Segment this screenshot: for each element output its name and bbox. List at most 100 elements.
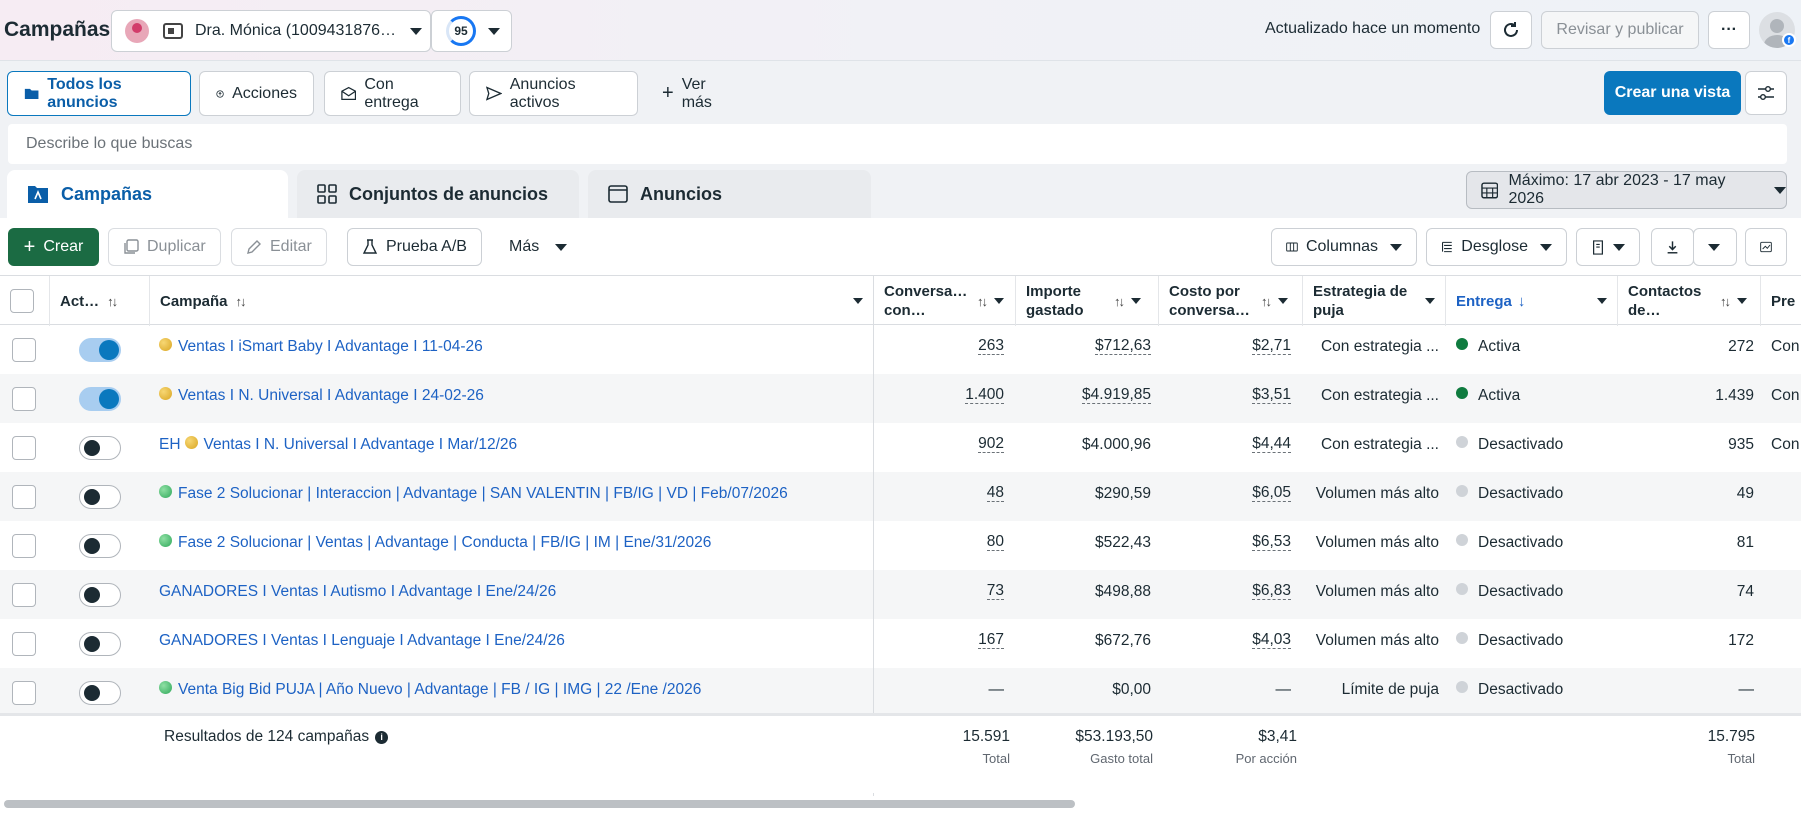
col-contacts[interactable]: Contactos de… ↑↓ [1618, 276, 1761, 326]
bid-strategy-cell: Con estrategia ... [1320, 387, 1439, 404]
campaign-name-link[interactable]: GANADORES I Ventas I Autismo I Advantage… [159, 583, 557, 600]
date-range-picker[interactable]: Máximo: 17 abr 2023 - 17 may 2026 [1466, 171, 1787, 209]
view-settings-button[interactable] [1745, 71, 1787, 115]
campaign-name-link[interactable]: Ventas I iSmart Baby I Advantage I 11-04… [159, 325, 864, 374]
plus-icon: + [23, 235, 36, 258]
row-checkbox[interactable] [12, 338, 36, 362]
view-more[interactable]: + Ver más [662, 75, 712, 111]
delivery-cell: Activa [1456, 325, 1616, 374]
pre-cell [1771, 668, 1801, 717]
conversations-cell: 73 [986, 582, 1004, 600]
campaign-toggle[interactable] [79, 583, 121, 607]
update-status: Actualizado hace un momento [1265, 20, 1481, 37]
review-publish-button[interactable]: Revisar y publicar [1541, 11, 1699, 49]
opportunity-score[interactable]: 95 [431, 10, 512, 52]
campaign-toggle[interactable] [79, 485, 121, 509]
ab-test-button[interactable]: Prueba A/B [347, 228, 482, 266]
table-row[interactable]: Ventas I iSmart Baby I Advantage I 11-04… [0, 325, 1801, 374]
col-cost-per-conversation[interactable]: Costo por conversa… ↑↓ [1159, 276, 1303, 326]
view-actions[interactable]: Acciones [199, 71, 314, 116]
col-conversations[interactable]: Conversa… con… ↑↓ [874, 276, 1016, 326]
col-pre[interactable]: Pre [1771, 292, 1796, 310]
campaign-toggle[interactable] [79, 387, 121, 411]
campaign-toggle[interactable] [79, 436, 121, 460]
flask-icon [362, 239, 378, 254]
breakdown-button[interactable]: Desglose [1426, 228, 1567, 266]
chevron-down-icon [1425, 298, 1435, 304]
campaign-toggle[interactable] [79, 632, 121, 656]
more-button[interactable]: Más [495, 228, 582, 266]
pre-cell [1771, 619, 1801, 668]
campaign-toggle[interactable] [79, 338, 121, 362]
view-all-ads[interactable]: Todos los anuncios [7, 71, 191, 116]
campaign-name-link[interactable]: Fase 2 Solucionar | Ventas | Advantage |… [159, 521, 864, 570]
campaign-name-link[interactable]: Venta Big Bid PUJA | Año Nuevo | Advanta… [159, 668, 864, 717]
status-dot [1456, 387, 1468, 399]
table-row[interactable]: Fase 2 Solucionar | Ventas | Advantage |… [0, 521, 1801, 570]
info-icon[interactable]: i [375, 730, 389, 744]
col-campaign[interactable]: Campaña ↑↓ [150, 276, 874, 326]
tab-campaigns[interactable]: Campañas [7, 170, 288, 218]
status-dot [1456, 681, 1468, 693]
select-all-checkbox[interactable] [10, 289, 34, 313]
export-button[interactable] [1651, 228, 1694, 266]
view-active-ads[interactable]: Anuncios activos [469, 71, 638, 116]
campaign-panel: + Crear Duplicar Editar Prueba A/B Más C… [0, 218, 1801, 813]
charts-button[interactable] [1745, 228, 1787, 266]
account-selector[interactable]: Dra. Mónica (1009431876… [111, 10, 431, 52]
create-button[interactable]: + Crear [8, 228, 99, 266]
col-delivery[interactable]: Entrega ↓ [1446, 276, 1618, 326]
bid-strategy-cell: Con estrategia ... [1320, 338, 1439, 355]
table-row[interactable]: EH Ventas I N. Universal I Advantage I Ma… [0, 423, 1801, 472]
row-checkbox[interactable] [12, 681, 36, 705]
tab-ad-sets[interactable]: Conjuntos de anuncios [297, 170, 579, 218]
profile-avatar [125, 19, 149, 43]
table-row[interactable]: Ventas I N. Universal I Advantage I 24-0… [0, 374, 1801, 423]
download-icon [1667, 240, 1678, 254]
row-checkbox-cell [12, 570, 42, 619]
table-row[interactable]: Venta Big Bid PUJA | Año Nuevo | Advanta… [0, 668, 1801, 717]
chevron-down-icon [1708, 243, 1720, 251]
sort-icon: ↑↓ [107, 293, 118, 309]
chevron-down-icon [1390, 243, 1402, 251]
view-with-delivery[interactable]: Con entrega [324, 71, 461, 116]
campaign-toggle[interactable] [79, 534, 121, 558]
row-checkbox[interactable] [12, 632, 36, 656]
more-options-button[interactable]: ··· [1708, 11, 1750, 49]
edit-button[interactable]: Editar [231, 228, 327, 266]
refresh-button[interactable] [1490, 11, 1532, 49]
duplicate-button[interactable]: Duplicar [108, 228, 221, 266]
columns-button[interactable]: Columnas [1271, 228, 1417, 266]
row-checkbox[interactable] [12, 583, 36, 607]
search-input[interactable]: Describe lo que buscas [8, 124, 1787, 164]
table-row[interactable]: Fase 2 Solucionar | Interaccion | Advant… [0, 472, 1801, 521]
tab-ads[interactable]: Anuncios [588, 170, 871, 218]
status-dot [1456, 338, 1468, 350]
campaign-name-link[interactable]: Ventas I N. Universal I Advantage I 24-0… [159, 374, 864, 423]
campaign-name-link[interactable]: Fase 2 Solucionar | Interaccion | Advant… [159, 472, 864, 521]
row-checkbox[interactable] [12, 436, 36, 460]
reports-button[interactable] [1576, 228, 1640, 266]
row-checkbox[interactable] [12, 485, 36, 509]
campaign-toggle[interactable] [79, 681, 121, 705]
horizontal-scrollbar[interactable] [4, 800, 1075, 808]
delivery-cell: Desactivado [1456, 521, 1616, 570]
row-checkbox-cell [12, 423, 42, 472]
spend-cell: $4.000,96 [1082, 436, 1151, 453]
table-row[interactable]: GANADORES I Ventas I Lenguaje I Advantag… [0, 619, 1801, 668]
col-bid-strategy[interactable]: Estrategia de puja [1303, 276, 1446, 326]
row-checkbox[interactable] [12, 534, 36, 558]
export-menu-button[interactable] [1693, 228, 1737, 266]
upload-circle-icon [216, 89, 224, 98]
chevron-down-icon [853, 298, 863, 304]
create-view-button[interactable]: Crear una vista [1604, 71, 1741, 115]
col-spend[interactable]: Importe gastado ↑↓ [1016, 276, 1159, 326]
pre-cell [1771, 521, 1801, 570]
campaign-name-link[interactable]: EH Ventas I N. Universal I Advantage I Ma… [159, 436, 518, 453]
campaign-name-link[interactable]: GANADORES I Ventas I Lenguaje I Advantag… [159, 632, 565, 649]
lightbulb-icon [159, 534, 172, 547]
row-checkbox[interactable] [12, 387, 36, 411]
table-row[interactable]: GANADORES I Ventas I Autismo I Advantage… [0, 570, 1801, 619]
col-active[interactable]: Act… ↑↓ [50, 276, 150, 326]
table-footer: Resultados de 124 campañas i 15.591 Tota… [0, 713, 1801, 793]
